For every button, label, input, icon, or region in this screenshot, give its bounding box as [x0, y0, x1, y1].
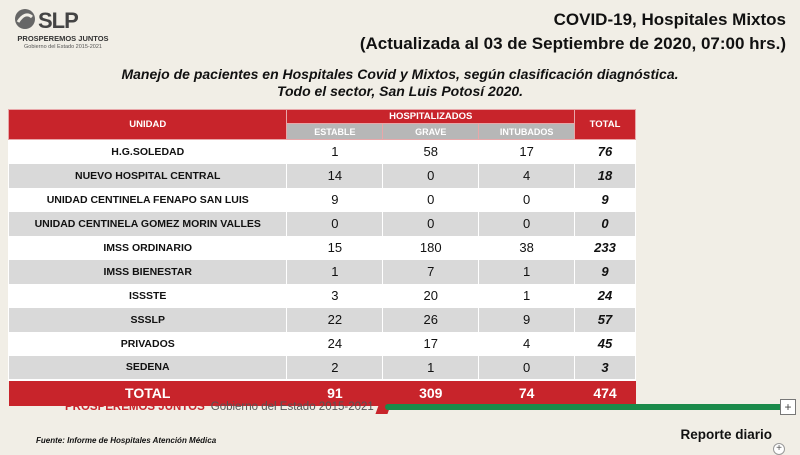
row-estable: 14: [286, 163, 384, 188]
col-header-grave: GRAVE: [382, 123, 480, 140]
col-header-intubados: INTUBADOS: [478, 123, 576, 140]
total-label: TOTAL: [8, 378, 287, 406]
row-total: 9: [574, 187, 636, 212]
col-header-unidad: UNIDAD: [7, 109, 288, 140]
row-total: 3: [574, 355, 636, 380]
zoom-in-button[interactable]: +: [780, 399, 796, 415]
row-total: 233: [574, 235, 636, 260]
row-unit: SSSLP: [7, 307, 288, 332]
row-estable: 1: [286, 259, 384, 284]
total-intubados: 74: [478, 378, 575, 406]
table-row: H.G.SOLEDAD 1 58 17 76: [7, 139, 636, 164]
row-grave: 26: [382, 307, 480, 332]
row-intubados: 17: [478, 139, 576, 164]
row-intubados: 1: [478, 283, 576, 308]
row-grave: 0: [382, 211, 480, 236]
row-intubados: 0: [478, 211, 576, 236]
table-row: ISSSTE 3 20 1 24: [7, 283, 636, 308]
row-total: 45: [574, 331, 636, 356]
table-row: UNIDAD CENTINELA GOMEZ MORIN VALLES 0 0 0 0: [7, 211, 636, 236]
footer-green-line: [385, 404, 785, 410]
logo-slogan: PROSPEREMOS JUNTOS: [17, 34, 109, 43]
row-grave: 1: [382, 355, 480, 380]
row-intubados: 1: [478, 259, 576, 284]
row-intubados: 0: [478, 355, 576, 380]
row-unit: IMSS BIENESTAR: [7, 259, 288, 284]
row-estable: 22: [286, 307, 384, 332]
row-intubados: 9: [478, 307, 576, 332]
report-label: Reporte diario: [680, 427, 772, 442]
row-grave: 20: [382, 283, 480, 308]
row-unit: UNIDAD CENTINELA FENAPO SAN LUIS: [7, 187, 288, 212]
total-estable: 91: [286, 378, 383, 406]
total-total: 474: [574, 378, 636, 406]
logo-government: Gobierno del Estado 2015-2021: [24, 44, 102, 50]
row-grave: 0: [382, 163, 480, 188]
row-total: 9: [574, 259, 636, 284]
table-row: IMSS ORDINARIO 15 180 38 233: [7, 235, 636, 260]
row-total: 24: [574, 283, 636, 308]
table-row: UNIDAD CENTINELA FENAPO SAN LUIS 9 0 0 9: [7, 187, 636, 212]
table-row: SEDENA 2 1 0 3: [7, 355, 636, 380]
page-title: COVID-19, Hospitales Mixtos: [553, 10, 786, 29]
row-unit: SEDENA: [7, 355, 288, 380]
row-estable: 0: [286, 211, 384, 236]
row-estable: 2: [286, 355, 384, 380]
total-grave: 309: [382, 378, 479, 406]
hospitals-table: UNIDAD HOSPITALIZADOS TOTAL ESTABLE GRAV…: [7, 109, 636, 406]
row-unit: H.G.SOLEDAD: [7, 139, 288, 164]
logo-text: SLP: [38, 8, 79, 33]
table-row: NUEVO HOSPITAL CENTRAL 14 0 4 18: [7, 163, 636, 188]
row-unit: UNIDAD CENTINELA GOMEZ MORIN VALLES: [7, 211, 288, 236]
table-row: IMSS BIENESTAR 1 7 1 9: [7, 259, 636, 284]
table-row: PRIVADOS 24 17 4 45: [7, 331, 636, 356]
row-total: 76: [574, 139, 636, 164]
row-total: 0: [574, 211, 636, 236]
col-header-hospitalizados: HOSPITALIZADOS: [286, 109, 576, 124]
source-note: Fuente: Informe de Hospitales Atención M…: [36, 436, 217, 445]
footer-slogan: PROSPEREMOS JUNTOS: [65, 401, 205, 413]
row-intubados: 38: [478, 235, 576, 260]
table-row: SSSLP 22 26 9 57: [7, 307, 636, 332]
row-total: 57: [574, 307, 636, 332]
footer-brand: PROSPEREMOS JUNTOS Gobierno del Estado 20…: [65, 401, 374, 413]
subtitle: Manejo de pacientes en Hospitales Covid …: [121, 66, 679, 82]
row-estable: 3: [286, 283, 384, 308]
row-grave: 0: [382, 187, 480, 212]
row-estable: 1: [286, 139, 384, 164]
row-intubados: 0: [478, 187, 576, 212]
row-total: 18: [574, 163, 636, 188]
row-intubados: 4: [478, 331, 576, 356]
row-grave: 58: [382, 139, 480, 164]
footer-government: Gobierno del Estado 2015-2021: [210, 401, 374, 413]
row-estable: 9: [286, 187, 384, 212]
row-grave: 17: [382, 331, 480, 356]
row-unit: IMSS ORDINARIO: [7, 235, 288, 260]
col-header-estable: ESTABLE: [286, 123, 384, 140]
row-grave: 180: [382, 235, 480, 260]
subtitle-scope: Todo el sector, San Luis Potosí 2020.: [276, 83, 524, 99]
col-header-total: TOTAL: [574, 109, 636, 140]
slp-logo: SLP PROSPEREMOS JUNTOS Gobierno del Esta…: [8, 6, 118, 56]
update-date: (Actualizada al 03 de Septiembre de 2020…: [359, 34, 786, 53]
row-estable: 15: [286, 235, 384, 260]
total-row: TOTAL 91 309 74 474: [8, 378, 636, 406]
row-estable: 24: [286, 331, 384, 356]
row-intubados: 4: [478, 163, 576, 188]
zoom-button[interactable]: +: [773, 443, 785, 455]
row-unit: ISSSTE: [7, 283, 288, 308]
row-grave: 7: [382, 259, 480, 284]
row-unit: NUEVO HOSPITAL CENTRAL: [7, 163, 288, 188]
slp-logo-mark-icon: [15, 9, 35, 29]
row-unit: PRIVADOS: [7, 331, 288, 356]
